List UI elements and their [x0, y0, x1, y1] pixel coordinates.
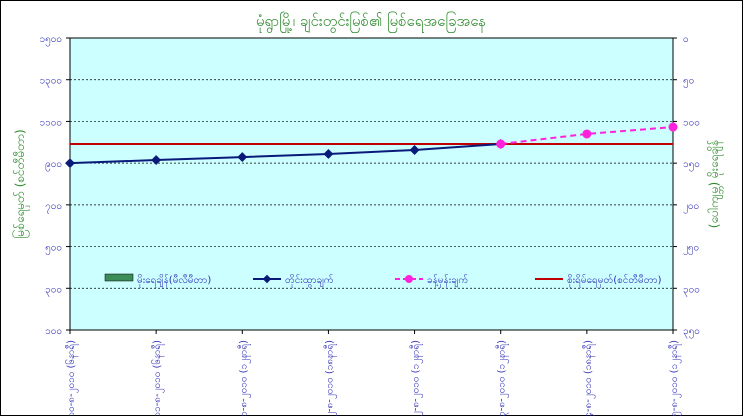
observed-point	[65, 158, 75, 169]
legend-swatch-rainfall	[104, 273, 134, 282]
forecast-point	[496, 139, 506, 149]
y-tick-label: ၅၀၀	[45, 243, 62, 256]
y2-tick-label: ၀	[683, 34, 689, 45]
y-tick-label: ၁၀၀	[45, 326, 62, 337]
y-tick-label: ၁၃၀၀	[40, 76, 63, 89]
forecast-point	[582, 129, 592, 139]
y2-tick-label: ၅၀	[683, 76, 694, 89]
legend-marker	[262, 274, 272, 284]
chart-title: မုံရွာမြို့၊ ချင်းတွင်းမြစ်၏ မြစ်ရေအခြေအ…	[256, 11, 486, 33]
y-tick-label: ၁၅၀၀	[40, 34, 63, 47]
x-tick-label: ၁၃-၈-၂၀၁၀ (၁၂နာရီ)	[495, 340, 510, 416]
legend-label: မိုးရေချိန်(မီလီမီတာ)	[137, 273, 211, 288]
y-tick-label: ၇၀၀	[45, 201, 62, 214]
x-tick-label: ၁၁-၈-၂၀၁၀ (၆နာရီ)	[150, 340, 165, 416]
observed-line	[69, 142, 501, 165]
legend: မိုးရေချိန်(မီလီမီတာ) တိုင်းထွာချက် ခန့်မှ…	[104, 273, 662, 288]
y2-tick-label: ၁၀၀	[683, 117, 700, 128]
legend-label: ခန့်မှန်းချက်	[427, 273, 468, 288]
observed-point	[151, 155, 162, 165]
x-tick-label: ၁၂-၈-၂၀၁၀ (၁၈နာရီ)	[322, 340, 337, 416]
y2-tick-label: ၂၀၀	[683, 201, 699, 214]
y-tick-label: ၃၀၀	[45, 284, 62, 297]
forecast-point	[668, 122, 678, 132]
legend-label: စိုးရိမ်ရေမှတ်(စင်တီမီတာ)	[567, 273, 662, 288]
plot-area	[69, 37, 674, 331]
y2-tick-label: ၂၅၀	[683, 243, 699, 256]
x-tick-label: ၁၀-၈-၂၀၁၀ (၆နာရီ)	[64, 340, 79, 416]
x-tick-label: ၁၅-၈-၂၀၁၀ (၁၂နာရီ)	[667, 340, 682, 416]
x-tick-label: ၁၄-၈-၂၀၁၀ (၁၈နာရီ)	[581, 340, 596, 416]
y2-axis-label: (ပေါကျမ္ဘ) မိုးရေချိန်	[706, 140, 724, 228]
y-tick-label: ၉၀၀	[45, 159, 62, 172]
y2-tick-label: ၁၅၀	[683, 159, 700, 172]
x-tick-label: ၁၂-၈-၂၀၁၀ (၁၂နာရီ)	[409, 340, 424, 416]
forecast-line	[500, 126, 674, 145]
legend-marker	[405, 275, 413, 283]
x-tick-label: ၁၁-၈-၂၀၁၀ (၁၂နာရီ)	[236, 340, 251, 416]
observed-point	[323, 149, 334, 159]
observed-point	[409, 145, 420, 155]
observed-point	[237, 152, 248, 163]
y-axis-label: မြစ်ရေမှတ် (စင်တီမီတာ)	[11, 129, 30, 238]
legend-label: တိုင်းထွာချက်	[285, 273, 334, 288]
y-tick-label: ၁၁၀၀	[40, 117, 63, 128]
y2-tick-label: ၃၅၀	[683, 326, 700, 339]
y2-tick-label: ၃၀၀	[683, 284, 700, 297]
